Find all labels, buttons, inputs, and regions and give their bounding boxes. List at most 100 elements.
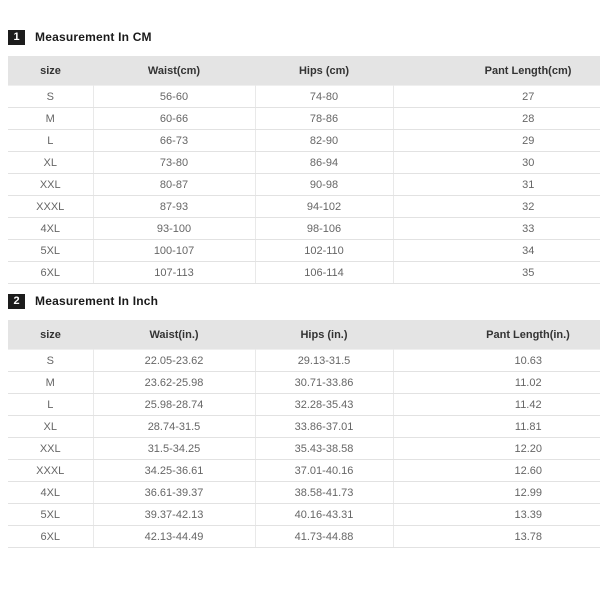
table-cell: 6XL: [8, 261, 94, 284]
table-cell: 102-110: [255, 239, 394, 262]
table-row: S 56-60 74-80 27: [8, 85, 600, 108]
table-cell: 73-80: [93, 151, 256, 174]
column-header: Waist(cm): [93, 56, 255, 86]
table-cell: M: [8, 371, 94, 394]
table-cell: 29.13-31.5: [255, 349, 394, 372]
measurement-table-cm: size Waist(cm) Hips (cm) Pant Length(cm) S 56…: [8, 56, 600, 284]
table-cell: 40.16-43.31: [255, 503, 394, 526]
table-header-row: size Waist(cm) Hips (cm) Pant Length(cm): [8, 56, 600, 86]
table-cell: 106-114: [255, 261, 394, 284]
table-row: XXL 31.5-34.25 35.43-38.58 12.20: [8, 437, 600, 460]
table-cell: 35.43-38.58: [255, 437, 394, 460]
table-cell: 35: [393, 261, 600, 284]
table-cell: 90-98: [255, 173, 394, 196]
table-cell: 42.13-44.49: [93, 525, 256, 548]
table-row: 5XL 39.37-42.13 40.16-43.31 13.39: [8, 503, 600, 526]
column-header: size: [8, 320, 93, 350]
table-cell: S: [8, 349, 94, 372]
table-cell: L: [8, 129, 94, 152]
section-number-badge: 2: [8, 293, 25, 309]
table-cell: 93-100: [93, 217, 256, 240]
column-header: Hips (in.): [255, 320, 393, 350]
table-cell: 34.25-36.61: [93, 459, 256, 482]
column-header: Pant Length(in.): [393, 320, 600, 350]
table-cell: S: [8, 85, 94, 108]
table-cell: M: [8, 107, 94, 130]
table-row: S 22.05-23.62 29.13-31.5 10.63: [8, 349, 600, 372]
section-header-inch: 2 Measurement In Inch: [8, 293, 600, 309]
table-row: M 60-66 78-86 28: [8, 107, 600, 130]
table-cell: 28: [393, 107, 600, 130]
table-cell: 5XL: [8, 239, 94, 262]
column-header: Hips (cm): [255, 56, 393, 86]
table-cell: XL: [8, 151, 94, 174]
table-cell: 4XL: [8, 481, 94, 504]
table-cell: XXL: [8, 437, 94, 460]
table-cell: 11.42: [393, 393, 600, 416]
table-row: XXL 80-87 90-98 31: [8, 173, 600, 196]
table-cell: 12.20: [393, 437, 600, 460]
table-cell: 10.63: [393, 349, 600, 372]
section-title-cm: Measurement In CM: [35, 30, 152, 44]
table-cell: 87-93: [93, 195, 256, 218]
table-cell: XXXL: [8, 195, 94, 218]
section-header-cm: 1 Measurement In CM: [8, 29, 600, 45]
table-cell: XXXL: [8, 459, 94, 482]
table-cell: 12.60: [393, 459, 600, 482]
table-cell: 94-102: [255, 195, 394, 218]
table-cell: 23.62-25.98: [93, 371, 256, 394]
section-number-badge: 1: [8, 29, 25, 45]
table-cell: 74-80: [255, 85, 394, 108]
table-cell: 4XL: [8, 217, 94, 240]
table-cell: 98-106: [255, 217, 394, 240]
table-cell: 56-60: [93, 85, 256, 108]
table-cell: 78-86: [255, 107, 394, 130]
size-chart-page: 1 Measurement In CM size Waist(cm) Hips (c…: [8, 29, 600, 548]
column-header: Pant Length(cm): [393, 56, 600, 86]
table-cell: 38.58-41.73: [255, 481, 394, 504]
table-cell: 13.39: [393, 503, 600, 526]
table-cell: 86-94: [255, 151, 394, 174]
table-cell: 60-66: [93, 107, 256, 130]
table-row: XL 28.74-31.5 33.86-37.01 11.81: [8, 415, 600, 438]
table-cell: 107-113: [93, 261, 256, 284]
table-cell: XXL: [8, 173, 94, 196]
table-cell: 30: [393, 151, 600, 174]
table-header-row: size Waist(in.) Hips (in.) Pant Length(in.): [8, 320, 600, 350]
table-row: 4XL 36.61-39.37 38.58-41.73 12.99: [8, 481, 600, 504]
table-cell: 37.01-40.16: [255, 459, 394, 482]
table-cell: 32: [393, 195, 600, 218]
table-cell: 34: [393, 239, 600, 262]
table-cell: 12.99: [393, 481, 600, 504]
table-cell: XL: [8, 415, 94, 438]
table-cell: 33.86-37.01: [255, 415, 394, 438]
table-cell: 80-87: [93, 173, 256, 196]
table-row: 6XL 42.13-44.49 41.73-44.88 13.78: [8, 525, 600, 548]
column-header: size: [8, 56, 93, 86]
table-cell: 36.61-39.37: [93, 481, 256, 504]
table-cell: 31: [393, 173, 600, 196]
table-cell: 27: [393, 85, 600, 108]
measurement-table-inch: size Waist(in.) Hips (in.) Pant Length(in.)…: [8, 320, 600, 548]
column-header: Waist(in.): [93, 320, 255, 350]
table-cell: L: [8, 393, 94, 416]
table-row: XL 73-80 86-94 30: [8, 151, 600, 174]
table-cell: 31.5-34.25: [93, 437, 256, 460]
table-cell: 32.28-35.43: [255, 393, 394, 416]
table-cell: 28.74-31.5: [93, 415, 256, 438]
table-row: 6XL 107-113 106-114 35: [8, 261, 600, 284]
table-cell: 66-73: [93, 129, 256, 152]
table-row: L 66-73 82-90 29: [8, 129, 600, 152]
table-cell: 33: [393, 217, 600, 240]
section-title-inch: Measurement In Inch: [35, 294, 159, 308]
table-row: M 23.62-25.98 30.71-33.86 11.02: [8, 371, 600, 394]
table-cell: 11.81: [393, 415, 600, 438]
table-cell: 100-107: [93, 239, 256, 262]
table-cell: 22.05-23.62: [93, 349, 256, 372]
table-cell: 13.78: [393, 525, 600, 548]
table-row: L 25.98-28.74 32.28-35.43 11.42: [8, 393, 600, 416]
table-cell: 6XL: [8, 525, 94, 548]
table-cell: 25.98-28.74: [93, 393, 256, 416]
table-cell: 39.37-42.13: [93, 503, 256, 526]
table-row: 4XL 93-100 98-106 33: [8, 217, 600, 240]
